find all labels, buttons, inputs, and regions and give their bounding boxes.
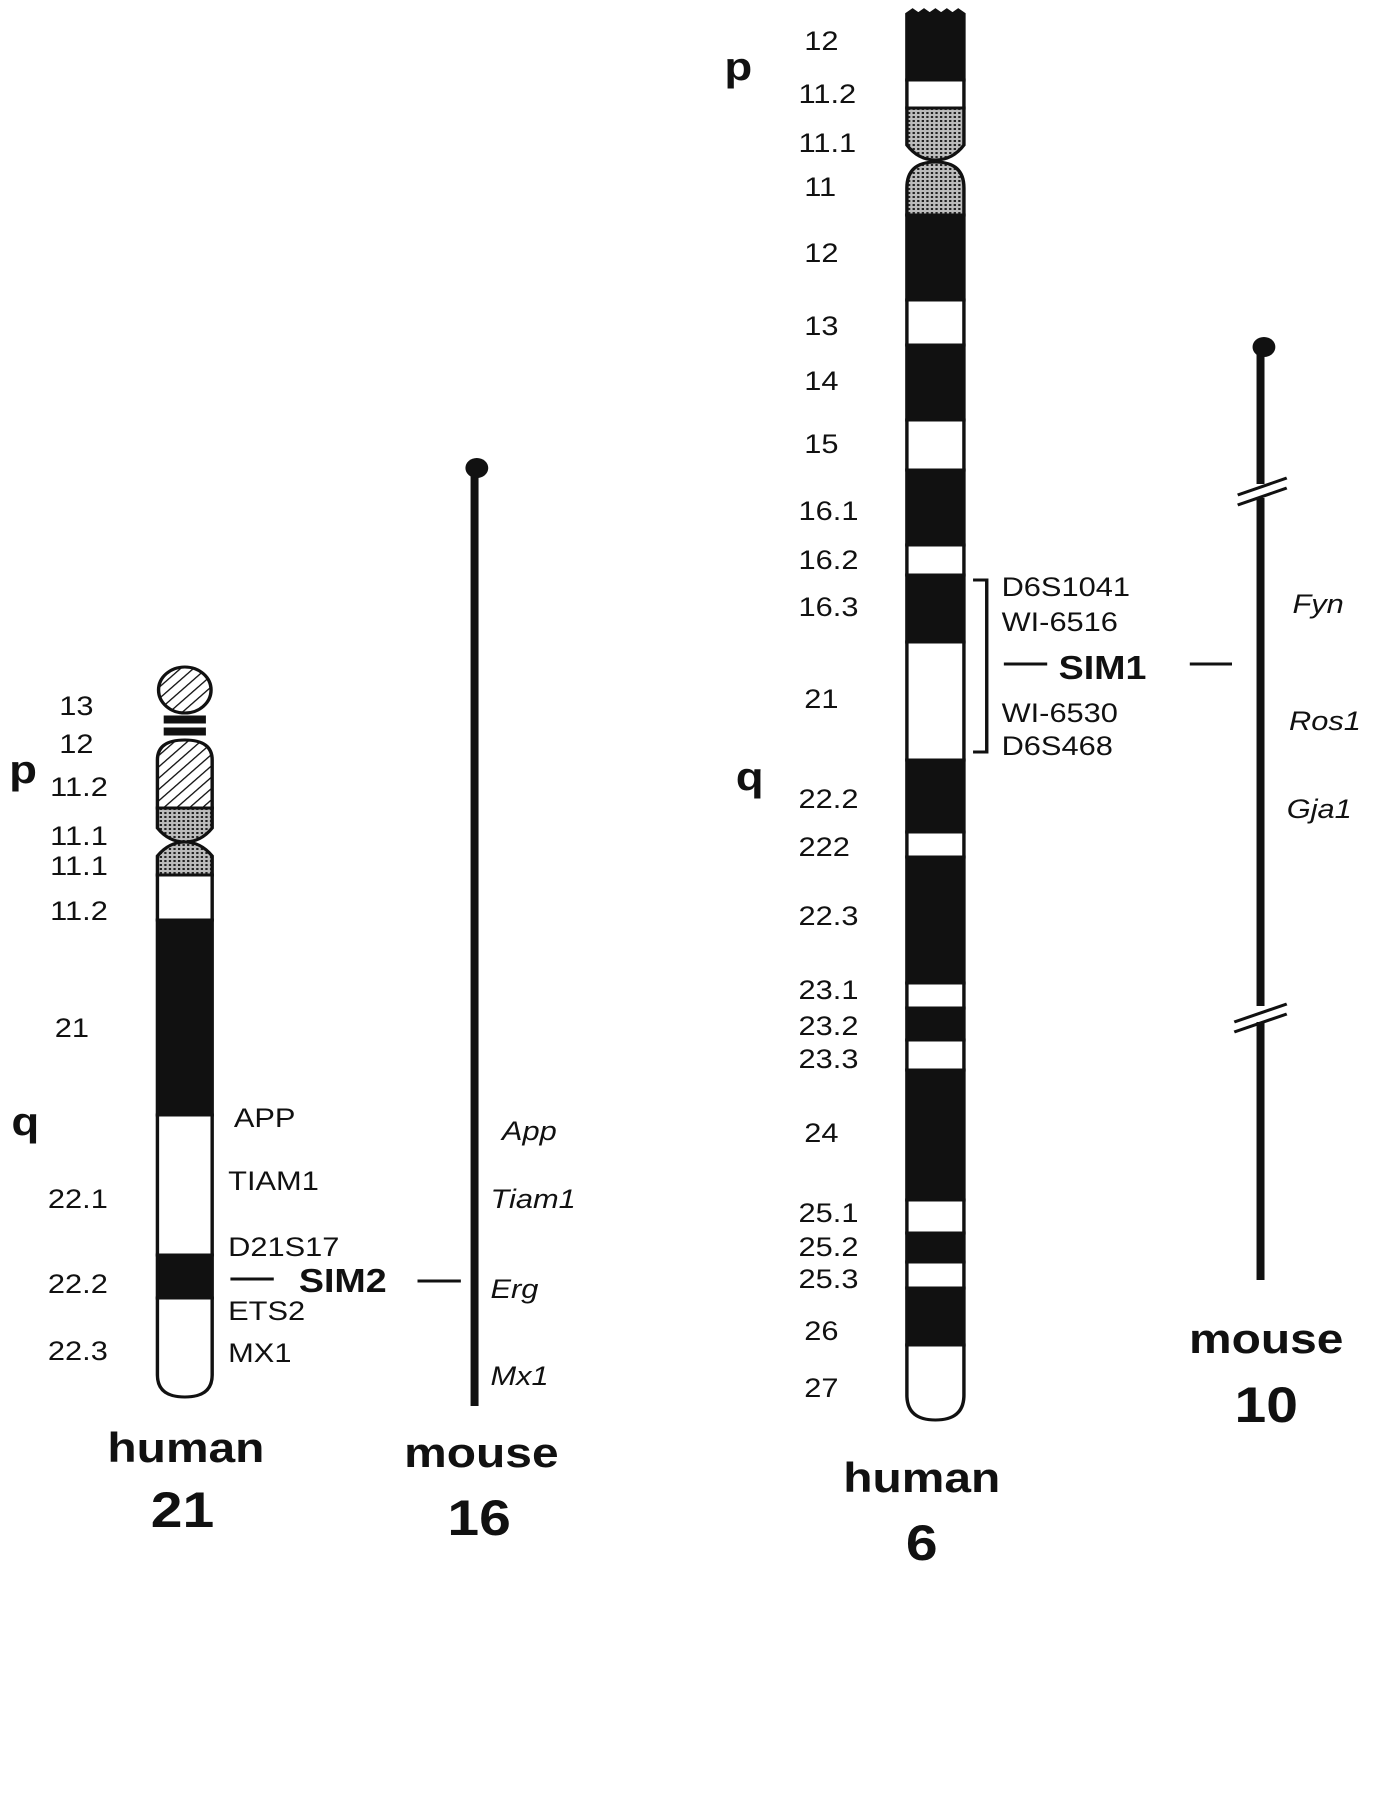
band-label: 13 (804, 312, 838, 342)
arm-label: p (724, 45, 752, 90)
gene-label: TIAM1 (228, 1167, 319, 1197)
band-label: 21 (55, 1014, 89, 1044)
band-label: 12 (59, 730, 93, 760)
band-label: 23.3 (799, 1045, 859, 1075)
band-label: 11 (804, 173, 836, 203)
band-label: 25.1 (799, 1199, 859, 1229)
chr21-labels: p q 13 12 11.2 11.1 11.1 11.2 21 22.1 22… (9, 692, 461, 1538)
band-label: 11.1 (50, 822, 108, 852)
chromosome-label: human (843, 1454, 1000, 1502)
band-label: 12 (804, 27, 838, 57)
gene-label: Ros1 (1289, 707, 1361, 737)
gene-label: D21S17 (228, 1233, 339, 1263)
gene-label: APP (234, 1104, 296, 1134)
gene-label: Tiam1 (491, 1185, 576, 1215)
arm-label: q (736, 755, 764, 800)
chromosome-label: mouse (1189, 1315, 1343, 1363)
band-label: 11.2 (50, 773, 108, 803)
arm-label: p (9, 748, 37, 793)
band-label: 16.1 (799, 497, 859, 527)
marker-label: D6S1041 (1002, 573, 1130, 603)
chromosome-label: human (107, 1424, 264, 1472)
locus-label: SIM2 (299, 1263, 387, 1299)
chr6-labels: p q 12 11.2 11.1 11 12 13 14 15 16.1 16.… (724, 27, 1232, 1571)
band-label: 16.3 (799, 593, 859, 623)
chromosome-label: 6 (906, 1515, 938, 1571)
locus-label: SIM1 (1059, 650, 1147, 686)
mouse-10: Fyn Ros1 Gja1 mouse 10 (1189, 337, 1361, 1433)
bracket (973, 578, 989, 754)
band-label: 12 (804, 239, 838, 269)
marker-label: D6S468 (1002, 732, 1113, 762)
chromosome-label: 16 (447, 1490, 510, 1546)
band-label: 22.2 (799, 785, 859, 815)
marker-label: WI-6530 (1002, 699, 1118, 729)
band-label: 22.3 (799, 902, 859, 932)
band-label: 222 (799, 833, 850, 863)
band-label: 22.3 (48, 1337, 108, 1367)
band-label: 14 (804, 367, 838, 397)
band-label: 27 (804, 1374, 838, 1404)
chromosome-21 (155, 665, 214, 1399)
gene-label: Mx1 (491, 1362, 549, 1392)
band-label: 11.1 (50, 852, 108, 882)
band-label: 11.2 (799, 80, 857, 110)
mouse-16: App Tiam1 Erg Mx1 mouse 16 (404, 458, 576, 1546)
band-label: 25.3 (799, 1265, 859, 1295)
band-label: 15 (804, 430, 838, 460)
band-label: 24 (804, 1119, 838, 1149)
band-label: 23.1 (799, 976, 859, 1006)
band-label: 22.1 (48, 1185, 108, 1215)
gene-label: App (500, 1117, 557, 1147)
band-label: 26 (804, 1317, 838, 1347)
arm-label: q (11, 1100, 39, 1145)
gene-label: Gja1 (1287, 795, 1352, 825)
gene-label: Erg (491, 1275, 539, 1305)
gene-label: Fyn (1292, 590, 1343, 620)
band-label: 25.2 (799, 1233, 859, 1263)
band-label: 11.1 (799, 129, 857, 159)
gene-label: MX1 (228, 1339, 291, 1369)
band-label: 16.2 (799, 546, 859, 576)
band-label: 13 (59, 692, 93, 722)
band-label: 21 (804, 685, 838, 715)
chromosome-label: 10 (1235, 1377, 1298, 1433)
gene-label: ETS2 (228, 1297, 305, 1327)
marker-label: WI-6516 (1002, 608, 1118, 638)
band-label: 22.2 (48, 1270, 108, 1300)
chromosome-6 (905, 8, 966, 1422)
chromosome-label: mouse (404, 1429, 558, 1477)
chromosome-label: 21 (151, 1482, 214, 1538)
band-label: 11.2 (50, 897, 108, 927)
band-label: 23.2 (799, 1012, 859, 1042)
